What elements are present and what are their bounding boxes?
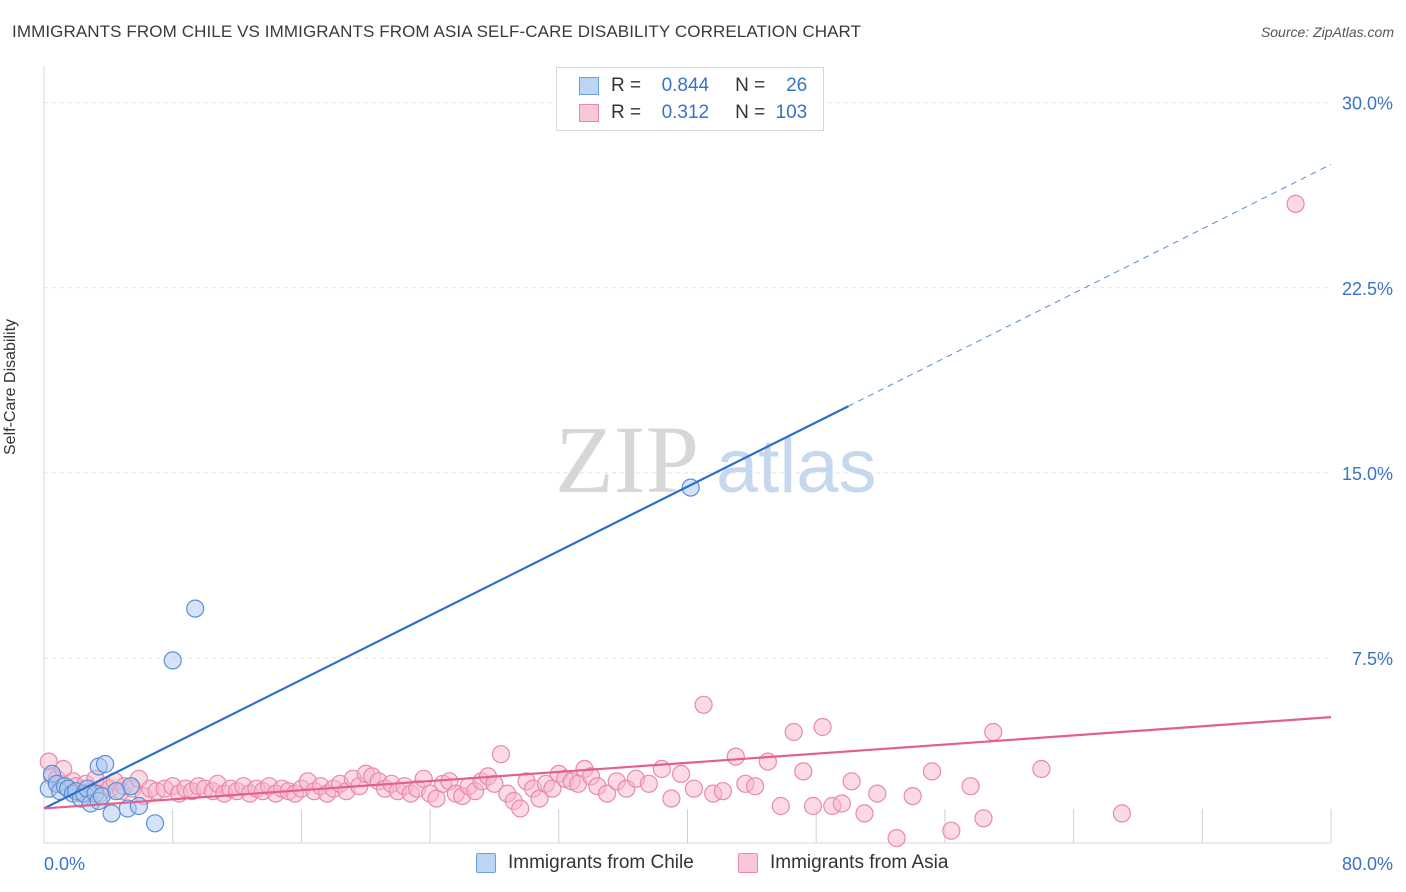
n-value: 26 [786, 75, 808, 96]
data-point [671, 764, 691, 784]
asia-swatch [738, 853, 758, 873]
legend-label-chile: Immigrants from Chile [508, 852, 694, 873]
stats-row-chile: R = 0.844 N = 26 [579, 74, 807, 98]
data-point [652, 759, 671, 779]
n-label: N = [735, 102, 766, 123]
trend-line [43, 405, 849, 810]
data-point [961, 777, 980, 796]
r-value: 0.312 [661, 102, 710, 123]
series-points [39, 194, 1305, 848]
data-points [39, 194, 1305, 848]
data-point [163, 651, 182, 670]
data-point [145, 814, 165, 833]
tick-labels: 7.5% 15.0% 22.5% 30.0% 0.0% 80.0% [44, 94, 1393, 874]
data-point [855, 804, 874, 823]
watermark-zip: ZIP [555, 406, 699, 513]
x-tick-label: 80.0% [1342, 854, 1393, 874]
legend-item-chile[interactable]: Immigrants from Chile [476, 852, 694, 874]
data-point [745, 777, 765, 796]
legend-item-asia[interactable]: Immigrants from Asia [738, 852, 948, 874]
data-point [868, 784, 887, 803]
y-tick-label: 22.5% [1342, 279, 1393, 299]
stats-row-asia: R = 0.312 N = 103 [579, 101, 807, 125]
axes [43, 66, 1331, 844]
data-point [491, 745, 510, 764]
data-point [485, 774, 504, 793]
series-legend: Immigrants from Chile Immigrants from As… [0, 852, 1406, 878]
data-point [984, 722, 1003, 742]
watermark: ZIP atlas [555, 406, 877, 513]
data-point [942, 821, 961, 840]
trend-lines [43, 163, 1332, 810]
data-point [803, 796, 823, 816]
data-point [903, 786, 922, 806]
data-point [842, 772, 861, 791]
data-point [662, 789, 681, 808]
data-point [129, 796, 148, 816]
trend-line-extension [848, 163, 1332, 407]
chile-swatch [579, 77, 599, 95]
x-tick-label: 0.0% [44, 854, 85, 874]
data-point [771, 796, 790, 816]
r-value: 0.844 [661, 75, 710, 96]
data-point [1032, 759, 1051, 779]
data-point [974, 809, 993, 828]
n-label: N = [735, 75, 766, 96]
data-point [95, 754, 115, 774]
trend-line [43, 716, 1332, 810]
y-tick-label: 30.0% [1342, 94, 1393, 114]
asia-swatch [579, 104, 599, 122]
data-point [887, 828, 906, 848]
data-point [922, 762, 942, 781]
data-point [713, 782, 733, 801]
legend-label-asia: Immigrants from Asia [770, 852, 949, 873]
data-point [784, 722, 803, 742]
data-point [511, 799, 530, 818]
data-point [1112, 804, 1132, 823]
data-point [186, 599, 205, 618]
chile-swatch [476, 853, 496, 873]
y-tick-label: 7.5% [1352, 649, 1393, 669]
data-point [832, 794, 852, 813]
y-tick-label: 15.0% [1342, 464, 1393, 484]
n-value: 103 [775, 102, 808, 123]
data-point [102, 804, 121, 823]
data-point [684, 779, 704, 798]
data-point [726, 747, 745, 766]
data-point [107, 782, 126, 801]
stats-legend: R = 0.844 N = 26 R = 0.312 N = 103 [556, 67, 824, 131]
source-credit: Source: ZipAtlas.com [1260, 24, 1394, 40]
chart-title: IMMIGRANTS FROM CHILE VS IMMIGRANTS FROM… [12, 22, 862, 41]
data-point [813, 717, 832, 737]
data-point [794, 762, 813, 781]
data-point [1286, 194, 1305, 213]
data-point [694, 695, 713, 714]
watermark-atlas: atlas [716, 424, 877, 509]
data-point [639, 774, 659, 793]
r-label: R = [611, 75, 642, 96]
data-point [597, 784, 617, 803]
r-label: R = [611, 102, 642, 123]
